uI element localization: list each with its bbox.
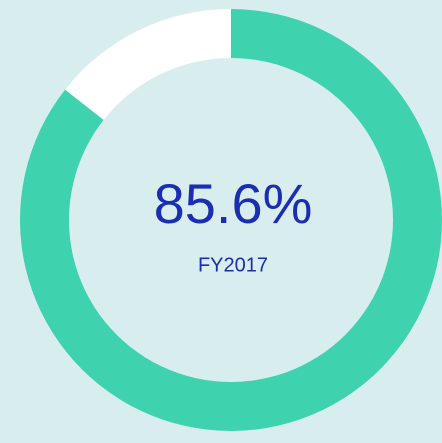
donut <box>20 9 442 431</box>
donut-segment <box>65 9 231 120</box>
center-label: FY2017 <box>198 254 268 276</box>
center-value: 85.6% <box>154 172 313 235</box>
